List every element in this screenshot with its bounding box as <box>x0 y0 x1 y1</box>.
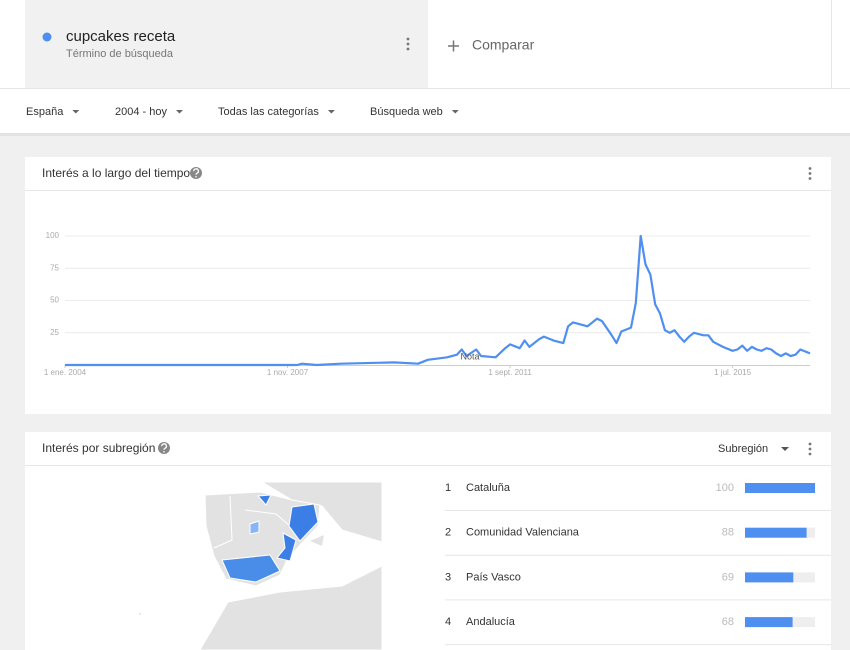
x-tick-label: 1 jul. 2015 <box>714 368 751 377</box>
header-shadow <box>0 133 850 136</box>
region-value: 88 <box>722 527 734 539</box>
term-card-bg <box>25 0 428 88</box>
bar <box>745 483 815 493</box>
bar <box>745 572 794 583</box>
filter-dropdown[interactable]: Búsqueda web <box>370 106 459 118</box>
region-value: 100 <box>716 482 734 494</box>
dropdown-arrow <box>781 447 789 451</box>
filter-dropdown[interactable]: Todas las categorías <box>218 106 335 118</box>
line-chart: 25 50 75 100 1 ene. 2004 1 nov. 2007 1 sept. 2… <box>44 231 811 377</box>
dropdown-arrow <box>72 110 80 114</box>
filter-label: 2004 - hoy <box>115 106 167 118</box>
dropdown-arrow <box>451 110 459 114</box>
compare-label: Comparar <box>472 37 535 53</box>
term-dot <box>42 32 52 42</box>
region-value: 69 <box>722 571 734 583</box>
x-tick-label: 1 ene. 2004 <box>44 368 87 377</box>
x-tick-label: 1 nov. 2007 <box>267 368 309 377</box>
region-value: 68 <box>722 616 734 628</box>
card-title: Interés por subregión <box>42 441 155 455</box>
region-row[interactable]: 2 Comunidad Valenciana 88 <box>445 527 831 556</box>
filter-dropdown[interactable]: 2004 - hoy <box>115 106 183 118</box>
y-tick-label: 100 <box>46 231 60 240</box>
card-menu[interactable] <box>808 442 812 456</box>
y-tick-label: 50 <box>50 296 59 305</box>
filter-dropdown[interactable]: España <box>26 106 80 118</box>
region-name: Comunidad Valenciana <box>466 527 580 539</box>
card-title: Interés a lo largo del tiempo <box>42 166 190 180</box>
region-name: Cataluña <box>466 482 511 494</box>
region-row[interactable]: 4 Andalucía 68 <box>445 616 831 646</box>
term-text: cupcakes receta <box>66 28 176 45</box>
x-tick-label: 1 sept. 2011 <box>488 368 532 377</box>
region-list: 1 Cataluña 100 2 Comunidad Valenciana 88 3 País… <box>445 482 831 646</box>
trend-line <box>65 234 811 367</box>
region-name: Andalucía <box>466 616 516 628</box>
region-card <box>25 432 831 650</box>
region-rank: 1 <box>445 482 451 494</box>
filter-label: Todas las categorías <box>218 106 319 118</box>
annotation: Nota <box>460 351 479 361</box>
region-rank: 2 <box>445 527 451 539</box>
region-row[interactable]: 3 País Vasco 69 <box>445 571 831 601</box>
compare-button[interactable]: Comparar <box>448 0 832 88</box>
region-row[interactable]: 1 Cataluña 100 <box>445 482 831 511</box>
selector-label: Subregión <box>718 443 768 455</box>
region-name: País Vasco <box>466 571 521 583</box>
region-selector[interactable]: Subregión <box>718 443 789 455</box>
map[interactable] <box>139 481 383 650</box>
filter-label: Búsqueda web <box>370 106 443 118</box>
bar <box>745 527 807 538</box>
filter-bar: España 2004 - hoy Todas las categorías Búsq… <box>26 106 459 118</box>
time-card <box>25 157 831 414</box>
region-rank: 4 <box>445 616 451 628</box>
search-term-card[interactable]: cupcakes receta Término de búsqueda <box>25 0 428 88</box>
plus-icon <box>448 40 459 52</box>
dropdown-arrow <box>327 110 335 114</box>
help-icon[interactable] <box>190 167 202 179</box>
term-menu[interactable] <box>406 37 410 51</box>
y-tick-label: 25 <box>50 328 59 337</box>
dropdown-arrow <box>175 110 183 114</box>
filter-label: España <box>26 106 64 118</box>
help-icon[interactable] <box>158 442 170 454</box>
term-subtitle: Término de búsqueda <box>66 48 174 60</box>
bar <box>745 617 793 628</box>
card-menu[interactable] <box>808 167 812 180</box>
y-tick-label: 75 <box>50 263 59 272</box>
region-rank: 3 <box>445 571 451 583</box>
